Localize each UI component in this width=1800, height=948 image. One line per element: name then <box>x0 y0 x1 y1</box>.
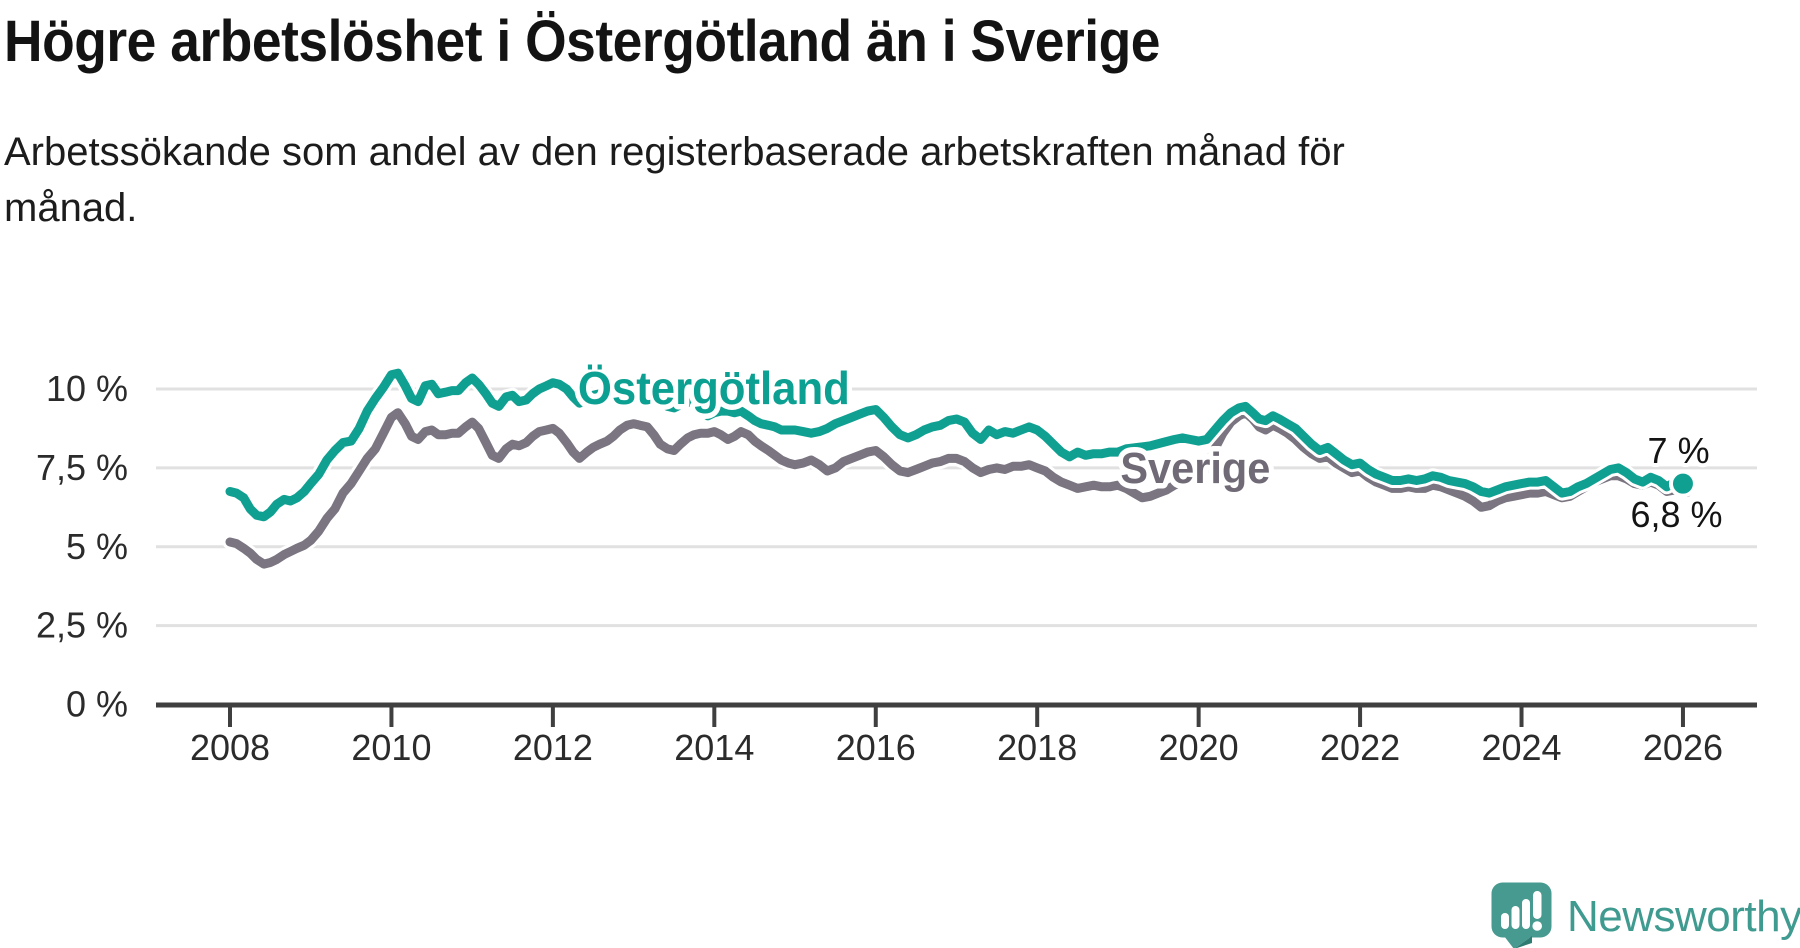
x-tick-label: 2022 <box>1320 727 1400 768</box>
series-label-Östergötland: Östergötland <box>578 362 850 414</box>
x-tick-label: 2020 <box>1159 727 1239 768</box>
y-tick-label: 7,5 % <box>36 447 128 488</box>
series-end-dot-Östergötland <box>1668 469 1697 498</box>
x-tick-label: 2024 <box>1481 727 1561 768</box>
x-tick-label: 2010 <box>351 727 431 768</box>
series-label-Sverige: Sverige <box>1120 444 1270 493</box>
newsworthy-branding: Newsworthy <box>1491 882 1800 948</box>
x-tick-label: 2018 <box>997 727 1077 768</box>
y-tick-label: 5 % <box>66 526 128 567</box>
subtitle-line-2: månad. <box>4 186 138 230</box>
newsworthy-logo-icon <box>1491 882 1552 948</box>
page-title: Högre arbetslöshet i Östergötland än i S… <box>4 9 1161 74</box>
series-line-Östergötland <box>225 368 1688 522</box>
series-line-Sverige <box>225 408 1692 569</box>
y-tick-label: 2,5 % <box>36 605 128 646</box>
subtitle-line-1: Arbetssökande som andel av den registerb… <box>4 130 1345 174</box>
x-tick-label: 2016 <box>836 727 916 768</box>
y-tick-label: 0 % <box>66 684 128 725</box>
x-tick-label: 2026 <box>1643 727 1723 768</box>
x-tick-label: 2014 <box>674 727 754 768</box>
y-tick-label: 10 % <box>46 368 128 409</box>
newsworthy-wordmark: Newsworthy <box>1567 891 1800 941</box>
x-tick-label: 2008 <box>190 727 270 768</box>
end-value-annotation: 7 % <box>1648 430 1710 471</box>
chart-subtitle: Arbetssökande som andel av den registerb… <box>4 124 1345 236</box>
end-value-annotation: 6,8 % <box>1630 494 1722 535</box>
x-tick-label: 2012 <box>513 727 593 768</box>
